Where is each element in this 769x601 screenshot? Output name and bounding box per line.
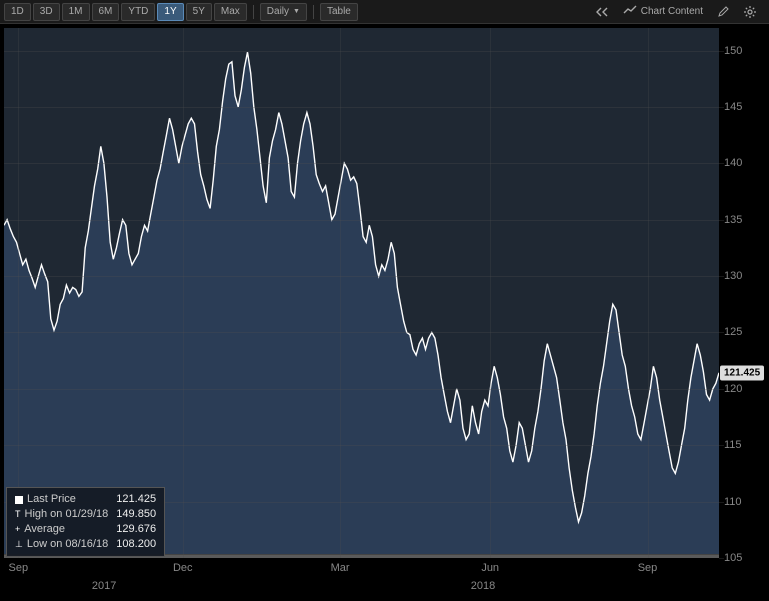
stat-marker-icon: T bbox=[15, 507, 21, 522]
area-fill bbox=[4, 52, 719, 558]
gridline-horizontal bbox=[4, 51, 724, 52]
table-button[interactable]: Table bbox=[320, 3, 358, 21]
stat-marker-icon: + bbox=[15, 522, 20, 537]
toolbar: 1D3D1M6MYTD1Y5YMax Daily ▼ Table Chart C… bbox=[0, 0, 769, 24]
gridline-horizontal bbox=[4, 276, 724, 277]
y-tick-label: 125 bbox=[724, 326, 742, 338]
info-row-label: ⊥ Low on 08/16/18 bbox=[15, 537, 108, 552]
timeframe-group: 1D3D1M6MYTD1Y5YMax bbox=[4, 3, 247, 21]
edit-icon[interactable] bbox=[715, 3, 733, 21]
toolbar-separator bbox=[253, 5, 254, 19]
chart-area: 105 110 115 120 125 130 135 140 145 150 121.425 Se… bbox=[0, 24, 769, 601]
y-tick-label: 145 bbox=[724, 101, 742, 113]
timeframe-3d-button[interactable]: 3D bbox=[33, 3, 60, 21]
x-tick-label: Mar bbox=[331, 562, 350, 574]
info-row-label: + Average bbox=[15, 522, 65, 537]
timeframe-max-button[interactable]: Max bbox=[214, 3, 247, 21]
info-row: Last Price 121.425 bbox=[15, 492, 156, 507]
x-tick-label: Jun bbox=[481, 562, 499, 574]
gridline-horizontal bbox=[4, 389, 724, 390]
info-row: + Average 129.676 bbox=[15, 522, 156, 537]
chart-window: 1D3D1M6MYTD1Y5YMax Daily ▼ Table Chart C… bbox=[0, 0, 769, 601]
chart-content-dropdown[interactable]: Chart Content bbox=[619, 3, 707, 20]
gridline-horizontal bbox=[4, 107, 724, 108]
frequency-label: Daily bbox=[267, 6, 289, 17]
x-tick-label: Sep bbox=[9, 562, 29, 574]
timeframe-ytd-button[interactable]: YTD bbox=[121, 3, 155, 21]
info-row-value: 108.200 bbox=[116, 537, 156, 552]
gridline-vertical bbox=[340, 28, 341, 558]
gridline-vertical bbox=[183, 28, 184, 558]
last-price-marker-icon bbox=[15, 496, 23, 504]
timeframe-5y-button[interactable]: 5Y bbox=[186, 3, 212, 21]
gridline-vertical bbox=[490, 28, 491, 558]
info-row-label: Last Price bbox=[15, 492, 76, 507]
y-tick-label: 115 bbox=[724, 439, 742, 451]
y-tick-label: 120 bbox=[724, 383, 742, 395]
x-tick-label: Dec bbox=[173, 562, 193, 574]
toolbar-separator bbox=[313, 5, 314, 19]
info-row: T High on 01/29/18 149.850 bbox=[15, 507, 156, 522]
gridline-horizontal bbox=[4, 220, 724, 221]
gridline-vertical bbox=[648, 28, 649, 558]
timeframe-1m-button[interactable]: 1M bbox=[62, 3, 90, 21]
current-price-flag: 121.425 bbox=[720, 365, 764, 380]
gridline-horizontal bbox=[4, 445, 724, 446]
info-row-value: 129.676 bbox=[116, 522, 156, 537]
line-chart-icon bbox=[623, 5, 637, 18]
toolbar-right-group: Chart Content bbox=[593, 3, 765, 21]
info-row-label: T High on 01/29/18 bbox=[15, 507, 108, 522]
x-tick-label: Sep bbox=[638, 562, 658, 574]
x-year-label: 2017 bbox=[92, 580, 116, 592]
timeframe-6m-button[interactable]: 6M bbox=[92, 3, 120, 21]
info-row-value: 121.425 bbox=[116, 492, 156, 507]
chart-content-label: Chart Content bbox=[641, 6, 703, 17]
y-axis: 105110115120125130135140145150121.425 bbox=[720, 28, 768, 558]
gridline-vertical bbox=[18, 28, 19, 558]
y-tick-label: 150 bbox=[724, 45, 742, 57]
gridline-horizontal bbox=[4, 332, 724, 333]
gear-icon[interactable] bbox=[741, 3, 759, 21]
y-tick-label: 130 bbox=[724, 270, 742, 282]
timeframe-1y-button[interactable]: 1Y bbox=[157, 3, 183, 21]
y-tick-label: 105 bbox=[724, 552, 742, 564]
info-row: ⊥ Low on 08/16/18 108.200 bbox=[15, 537, 156, 552]
collapse-icon[interactable] bbox=[593, 3, 611, 21]
info-row-value: 149.850 bbox=[116, 507, 156, 522]
y-tick-label: 135 bbox=[724, 214, 742, 226]
price-info-box: Last Price 121.425 T High on 01/29/18 149.8… bbox=[6, 487, 165, 557]
frequency-dropdown[interactable]: Daily ▼ bbox=[260, 3, 307, 21]
y-tick-label: 140 bbox=[724, 157, 742, 169]
chevron-down-icon: ▼ bbox=[293, 8, 300, 15]
x-year-label: 2018 bbox=[471, 580, 495, 592]
x-axis: Sep Dec Mar Jun Sep 2017 2018 bbox=[4, 558, 719, 598]
y-tick-label: 110 bbox=[724, 496, 742, 508]
stat-marker-icon: ⊥ bbox=[15, 537, 23, 552]
timeframe-1d-button[interactable]: 1D bbox=[4, 3, 31, 21]
table-button-label: Table bbox=[327, 6, 351, 17]
gridline-horizontal bbox=[4, 163, 724, 164]
